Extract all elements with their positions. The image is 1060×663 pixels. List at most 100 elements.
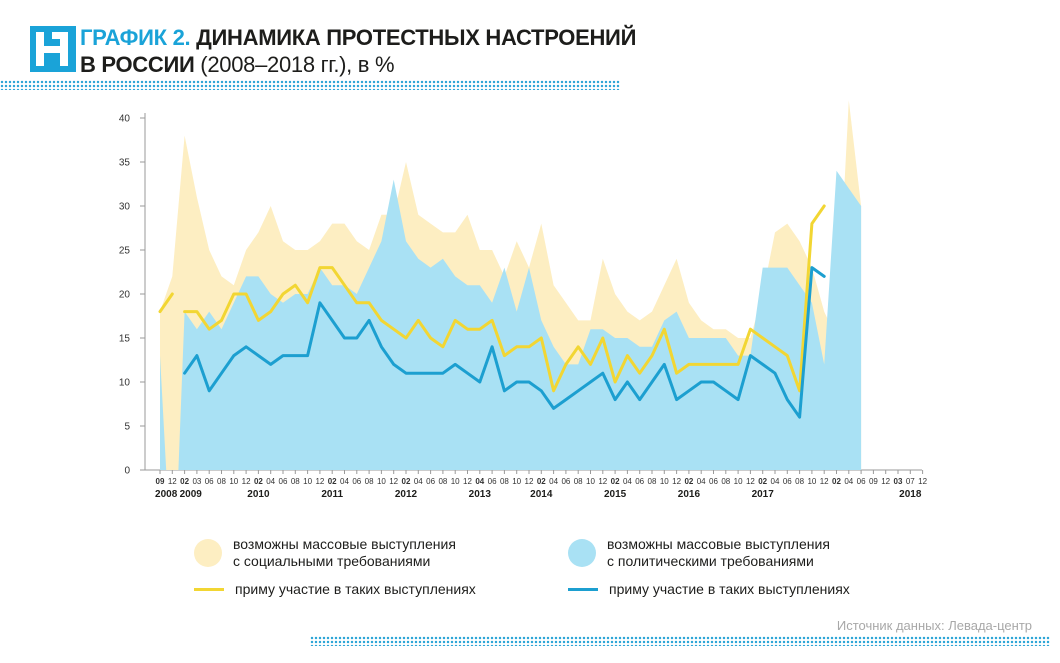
area-political [160,170,862,471]
x-year-label: 2015 [604,489,627,500]
x-year-label: 2010 [247,489,270,500]
x-tick-label: 12 [881,477,890,486]
x-tick-label: 04 [697,477,706,486]
x-tick-label: 08 [500,477,509,486]
x-tick-label: 08 [365,477,374,486]
x-tick-label: 02 [180,477,189,486]
title-line2-normal: (2008–2018 гг.), в % [194,52,395,77]
brand-logo-icon [30,26,76,72]
source-note: Источник данных: Левада-центр [836,618,1032,633]
title-line2-bold: В РОССИИ [80,52,195,77]
x-year-label: 2014 [530,489,553,500]
legend-text-line: с политическими требованиями [607,553,814,569]
x-tick-label: 12 [463,477,472,486]
legend-swatch-circle [194,539,222,567]
x-tick-label: 10 [451,477,460,486]
x-tick-label: 08 [648,477,657,486]
x-year-label: 2009 [180,489,203,500]
line-political [183,266,826,419]
x-tick-label: 06 [709,477,718,486]
x-tick-label: 10 [303,477,312,486]
x-tick-label: 12 [389,477,398,486]
x-tick-label: 08 [438,477,447,486]
x-tick-label: 02 [684,477,693,486]
y-tick-label: 35 [119,158,131,169]
line-social [183,204,826,393]
y-tick-label: 20 [119,290,131,301]
x-tick-label: 04 [414,477,423,486]
x-tick-label: 10 [807,477,816,486]
x-tick-label: 04 [340,477,349,486]
legend-swatch-circle [568,539,596,567]
x-year-label: 2017 [752,489,775,500]
x-tick-label: 10 [586,477,595,486]
y-tick-label: 5 [124,422,130,433]
x-tick-label: 10 [377,477,386,486]
x-tick-label: 04 [266,477,275,486]
x-tick-label: 10 [734,477,743,486]
y-tick-label: 15 [119,334,131,345]
y-tick-label: 10 [119,378,131,389]
x-tick-label: 04 [771,477,780,486]
legend-item-line-social: приму участие в таких выступлениях [194,581,476,598]
legend-text: приму участие в таких выступлениях [235,581,476,598]
x-tick-label: 04 [475,477,484,486]
x-tick-label: 06 [205,477,214,486]
y-tick-label: 40 [119,114,131,125]
x-tick-label: 06 [635,477,644,486]
x-tick-label: 07 [906,477,915,486]
x-tick-label: 02 [402,477,411,486]
x-year-label: 2016 [678,489,701,500]
x-tick-label: 04 [549,477,558,486]
x-tick-label: 10 [512,477,521,486]
x-tick-label: 06 [561,477,570,486]
legend-item-area-political: возможны массовые выступления с политичес… [568,536,830,570]
x-tick-label: 02 [328,477,337,486]
x-tick-label: 08 [291,477,300,486]
legend-item-area-social: возможны массовые выступления с социальны… [194,536,456,570]
x-tick-label: 12 [918,477,927,486]
title-label: ГРАФИК 2. [80,25,191,50]
x-tick-label: 08 [574,477,583,486]
title-main: ДИНАМИКА ПРОТЕСТНЫХ НАСТРОЕНИЙ [196,25,637,50]
x-tick-label: 12 [598,477,607,486]
x-tick-label: 10 [229,477,238,486]
x-tick-label: 06 [352,477,361,486]
x-tick-label: 06 [857,477,866,486]
x-tick-label: 08 [721,477,730,486]
x-tick-label: 08 [795,477,804,486]
x-tick-label: 09 [869,477,878,486]
x-tick-label: 02 [611,477,620,486]
x-tick-label: 06 [783,477,792,486]
x-year-label: 2018 [899,489,922,500]
x-tick-label: 02 [758,477,767,486]
x-tick-label: 12 [315,477,324,486]
x-tick-label: 12 [168,477,177,486]
x-tick-label: 04 [844,477,853,486]
x-tick-label: 03 [192,477,201,486]
legend-swatch-line [194,588,224,591]
legend-text-line: возможны массовые выступления [607,536,830,552]
x-tick-label: 08 [217,477,226,486]
legend-text-line: приму участие в таких выступлениях [235,581,476,597]
x-tick-label: 12 [242,477,251,486]
legend-text: возможны массовые выступления с социальны… [233,536,456,570]
legend-text: приму участие в таких выступлениях [609,581,850,598]
top-dotted-divider [0,80,620,90]
legend-text-line: с социальными требованиями [233,553,431,569]
legend-text: возможны массовые выступления с политичес… [607,536,830,570]
x-tick-label: 12 [820,477,829,486]
x-year-label: 2011 [321,489,343,500]
x-tick-label: 04 [623,477,632,486]
y-tick-label: 25 [119,246,131,257]
y-tick-label: 30 [119,202,131,213]
x-tick-label: 12 [672,477,681,486]
x-tick-label: 06 [426,477,435,486]
x-tick-label: 02 [254,477,263,486]
x-year-label: 2013 [469,489,492,500]
legend-swatch-line [568,588,598,591]
x-year-label: 2012 [395,489,418,500]
x-tick-label: 02 [832,477,841,486]
y-tick-label: 0 [124,466,130,477]
x-tick-label: 06 [488,477,497,486]
